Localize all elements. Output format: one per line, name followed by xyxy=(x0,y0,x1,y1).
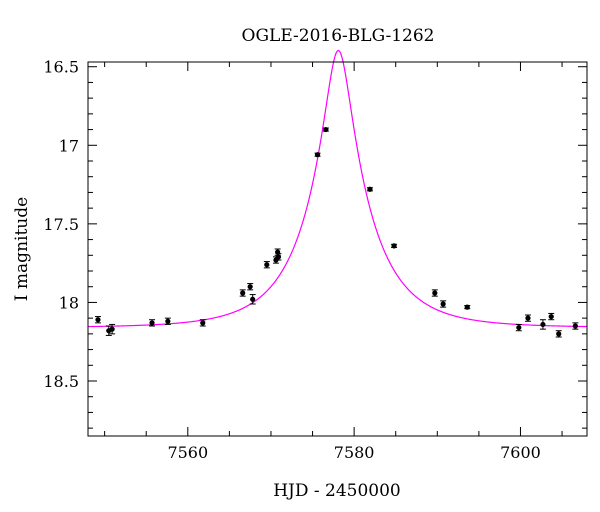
data-point xyxy=(572,323,578,329)
data-point xyxy=(440,301,446,307)
data-point xyxy=(367,186,373,192)
data-point xyxy=(247,284,253,290)
data-point xyxy=(323,126,329,133)
data-point xyxy=(516,324,522,331)
data-point xyxy=(200,320,206,326)
data-point xyxy=(250,296,256,302)
data-point xyxy=(391,243,397,249)
data-point xyxy=(264,262,270,268)
data-point xyxy=(275,254,282,260)
data-point xyxy=(464,304,470,310)
x-tick-label: 7600 xyxy=(500,443,541,462)
model-curve xyxy=(87,49,588,328)
data-point xyxy=(149,320,155,326)
data-point xyxy=(540,321,546,328)
y-tick-label: 17.5 xyxy=(43,215,79,234)
data-point xyxy=(525,315,531,321)
y-tick-label: 17 xyxy=(59,136,79,155)
data-point xyxy=(240,290,246,296)
y-tick-label: 18 xyxy=(59,293,79,312)
chart-title: OGLE-2016-BLG-1262 xyxy=(242,26,435,46)
x-tick-label: 7560 xyxy=(167,443,208,462)
y-tick-label: 18.5 xyxy=(43,372,79,391)
y-axis-label: I magnitude xyxy=(12,197,32,301)
data-point xyxy=(314,152,321,158)
data-point xyxy=(556,331,562,337)
data-point xyxy=(95,317,101,323)
data-point xyxy=(548,313,554,320)
x-tick-label: 7580 xyxy=(334,443,375,462)
model-curve-layer xyxy=(87,49,588,328)
y-tick-label: 16.5 xyxy=(43,58,79,77)
data-point xyxy=(432,290,438,296)
x-axis-label: HJD - 2450000 xyxy=(273,481,401,501)
data-point xyxy=(109,326,115,332)
axis-ticks xyxy=(88,62,587,436)
data-point xyxy=(165,318,171,324)
data-points-layer xyxy=(94,126,579,338)
y-tick-labels: 16.5 17 17.5 18 18.5 xyxy=(43,58,79,391)
x-tick-labels: 7560 7580 7600 xyxy=(167,443,540,462)
plot-frame xyxy=(87,61,588,437)
